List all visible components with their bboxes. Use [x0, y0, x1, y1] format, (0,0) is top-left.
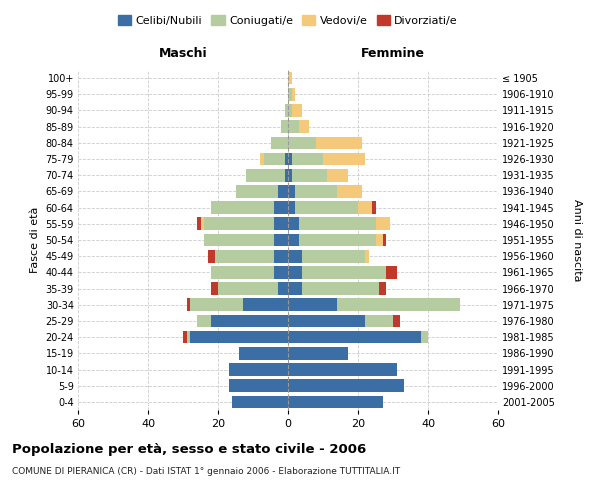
Bar: [197, 218, 200, 230]
Bar: [288, 152, 292, 166]
Bar: [302, 266, 386, 278]
Bar: [323, 152, 365, 166]
Bar: [211, 266, 274, 278]
Bar: [288, 185, 295, 198]
Bar: [379, 282, 386, 295]
Bar: [421, 331, 428, 344]
Bar: [299, 120, 309, 133]
Bar: [295, 185, 337, 198]
Bar: [197, 314, 211, 328]
Bar: [288, 136, 316, 149]
Bar: [288, 363, 397, 376]
Bar: [288, 202, 295, 214]
Bar: [284, 104, 288, 117]
Bar: [274, 234, 288, 246]
Bar: [274, 250, 288, 262]
Bar: [288, 380, 404, 392]
Bar: [187, 331, 190, 344]
Bar: [190, 331, 288, 344]
Bar: [326, 169, 347, 181]
Bar: [288, 266, 302, 278]
Bar: [277, 282, 288, 295]
Bar: [211, 282, 218, 295]
Bar: [393, 314, 400, 328]
Bar: [376, 234, 383, 246]
Bar: [274, 266, 288, 278]
Bar: [288, 72, 292, 85]
Bar: [376, 218, 389, 230]
Bar: [365, 250, 368, 262]
Bar: [274, 202, 288, 214]
Bar: [372, 202, 376, 214]
Bar: [292, 104, 302, 117]
Bar: [288, 169, 292, 181]
Bar: [284, 169, 288, 181]
Bar: [292, 88, 295, 101]
Bar: [246, 169, 284, 181]
Legend: Celibi/Nubili, Coniugati/e, Vedovi/e, Divorziati/e: Celibi/Nubili, Coniugati/e, Vedovi/e, Di…: [113, 10, 463, 30]
Bar: [288, 104, 292, 117]
Bar: [242, 298, 288, 311]
Bar: [365, 314, 393, 328]
Bar: [204, 218, 274, 230]
Bar: [288, 218, 299, 230]
Bar: [288, 250, 302, 262]
Bar: [358, 202, 372, 214]
Y-axis label: Fasce di età: Fasce di età: [30, 207, 40, 273]
Bar: [288, 282, 302, 295]
Bar: [232, 396, 288, 408]
Bar: [208, 250, 215, 262]
Bar: [277, 185, 288, 198]
Bar: [288, 234, 299, 246]
Text: COMUNE DI PIERANICA (CR) - Dati ISTAT 1° gennaio 2006 - Elaborazione TUTTITALIA.: COMUNE DI PIERANICA (CR) - Dati ISTAT 1°…: [12, 468, 400, 476]
Bar: [288, 120, 299, 133]
Bar: [302, 282, 379, 295]
Text: Popolazione per età, sesso e stato civile - 2006: Popolazione per età, sesso e stato civil…: [12, 442, 366, 456]
Bar: [288, 331, 421, 344]
Bar: [288, 314, 365, 328]
Bar: [211, 314, 288, 328]
Bar: [235, 185, 277, 198]
Bar: [302, 250, 365, 262]
Bar: [337, 298, 460, 311]
Bar: [337, 185, 361, 198]
Bar: [260, 152, 263, 166]
Bar: [288, 396, 383, 408]
Text: Femmine: Femmine: [361, 48, 425, 60]
Bar: [288, 298, 337, 311]
Bar: [200, 218, 204, 230]
Bar: [383, 234, 386, 246]
Bar: [299, 218, 376, 230]
Bar: [386, 266, 397, 278]
Bar: [218, 282, 277, 295]
Text: Maschi: Maschi: [158, 48, 208, 60]
Bar: [215, 250, 274, 262]
Bar: [263, 152, 284, 166]
Bar: [274, 218, 288, 230]
Bar: [292, 169, 326, 181]
Bar: [288, 347, 347, 360]
Bar: [204, 234, 274, 246]
Bar: [316, 136, 361, 149]
Bar: [299, 234, 376, 246]
Bar: [295, 202, 358, 214]
Bar: [183, 331, 187, 344]
Bar: [288, 88, 292, 101]
Bar: [229, 363, 288, 376]
Bar: [190, 298, 242, 311]
Bar: [211, 202, 274, 214]
Bar: [187, 298, 190, 311]
Bar: [239, 347, 288, 360]
Bar: [292, 152, 323, 166]
Bar: [281, 120, 288, 133]
Bar: [271, 136, 288, 149]
Y-axis label: Anni di nascita: Anni di nascita: [572, 198, 582, 281]
Bar: [229, 380, 288, 392]
Bar: [284, 152, 288, 166]
